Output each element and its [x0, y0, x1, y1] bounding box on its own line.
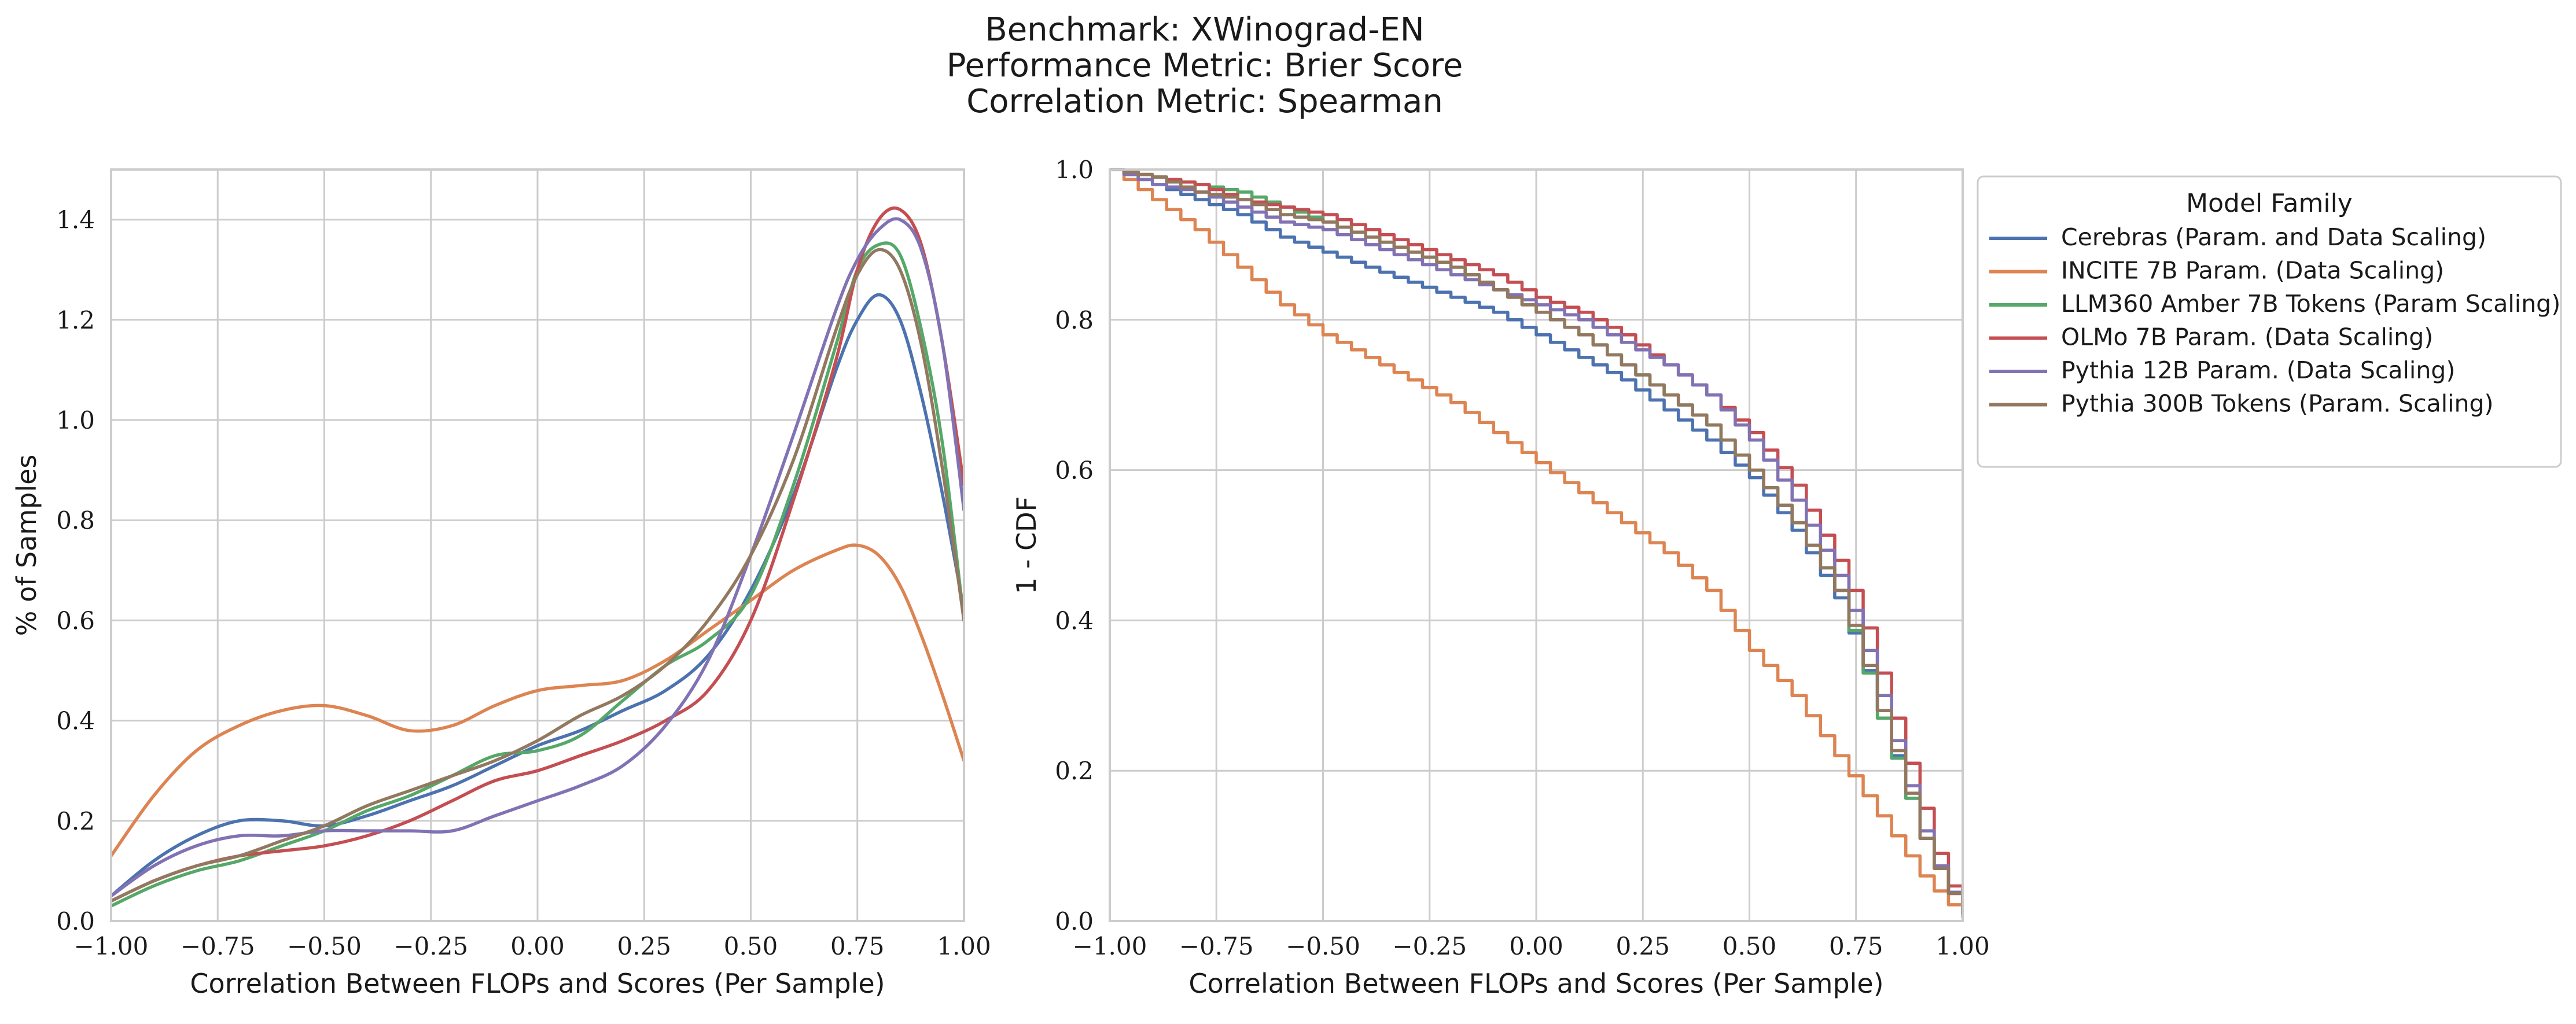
- survival-y-tick-label: 0.8: [1055, 306, 1094, 334]
- kde-x-tick-label: −1.00: [74, 932, 149, 960]
- kde-y-tick-label: 1.2: [56, 306, 95, 334]
- legend-entry-label: Pythia 12B Param. (Data Scaling): [2061, 356, 2455, 384]
- kde-x-tick-label: 0.50: [724, 932, 778, 960]
- survival-x-tick-label: 1.00: [1935, 932, 1990, 960]
- survival-x-tick-label: −0.75: [1179, 932, 1254, 960]
- kde-y-tick-label: 1.4: [56, 206, 95, 234]
- survival-y-tick-label: 1.0: [1055, 156, 1094, 184]
- kde-plot-frame: [110, 168, 965, 922]
- survival-plot: −1.00 −0.75 −0.50 −0.25 0.00 0.25 0.50 0.75 1.00…: [1011, 156, 1990, 999]
- legend-entry-label: Pythia 300B Tokens (Param. Scaling): [2061, 390, 2494, 418]
- kde-x-tick-label: 0.25: [617, 932, 671, 960]
- kde-plot: −1.00 −0.75 −0.50 −0.25 0.00 0.25 0.50 0.75 1.00…: [11, 168, 991, 999]
- survival-x-tick-label: −0.25: [1392, 932, 1467, 960]
- legend-entry-label: Cerebras (Param. and Data Scaling): [2061, 223, 2486, 251]
- kde-series-line: [111, 248, 964, 903]
- title-line-2: Performance Metric: Brier Score: [947, 47, 1463, 84]
- survival-x-tick-label: 0.50: [1723, 932, 1777, 960]
- legend-box: [1977, 175, 2562, 468]
- survival-x-axis-label: Correlation Between FLOPs and Scores (Pe…: [1188, 968, 1883, 999]
- survival-series-line: [1110, 168, 1963, 915]
- survival-x-tick-label: −0.50: [1286, 932, 1360, 960]
- kde-series-line: [111, 543, 964, 858]
- kde-x-tick-label: 1.00: [937, 932, 991, 960]
- kde-y-tick-label: 1.0: [56, 406, 95, 434]
- survival-x-tick-label: 0.75: [1829, 932, 1883, 960]
- kde-series-line: [111, 293, 964, 898]
- title-line-3: Correlation Metric: Spearman: [966, 83, 1443, 120]
- survival-y-tick-label: 0.0: [1055, 907, 1094, 935]
- kde-series-line: [111, 206, 964, 903]
- survival-x-tick-label: 0.00: [1509, 932, 1563, 960]
- kde-x-tick-label: −0.25: [393, 932, 468, 960]
- kde-x-tick-label: −0.50: [287, 932, 362, 960]
- survival-y-tick-label: 0.2: [1055, 757, 1094, 785]
- figure-title: Benchmark: XWinograd-EN Performance Metr…: [947, 11, 1463, 120]
- legend-entry-label: OLMo 7B Param. (Data Scaling): [2061, 323, 2433, 351]
- kde-y-axis-label: % of Samples: [11, 455, 42, 636]
- kde-y-tick-label: 0.0: [56, 907, 95, 935]
- kde-y-tick-label: 0.6: [56, 606, 95, 635]
- legend-title: Model Family: [2186, 189, 2353, 218]
- kde-y-tick-label: 0.4: [56, 707, 95, 735]
- kde-x-tick-label: 0.00: [510, 932, 565, 960]
- survival-y-tick-label: 0.6: [1055, 456, 1094, 485]
- kde-series-line: [111, 217, 964, 898]
- kde-x-tick-label: 0.75: [830, 932, 885, 960]
- legend-entry-label: LLM360 Amber 7B Tokens (Param Scaling): [2061, 290, 2560, 318]
- survival-series-line: [1110, 168, 1963, 915]
- survival-y-axis-label: 1 - CDF: [1011, 496, 1042, 594]
- title-line-1: Benchmark: XWinograd-EN: [985, 11, 1424, 49]
- kde-y-tick-label: 0.8: [56, 506, 95, 535]
- survival-y-tick-label: 0.4: [1055, 606, 1094, 635]
- survival-series-line: [1110, 168, 1963, 919]
- kde-y-tick-label: 0.2: [56, 807, 95, 835]
- survival-plot-frame: [1109, 168, 1964, 922]
- kde-x-tick-label: −0.75: [181, 932, 255, 960]
- legend: Model Family Cerebras (Param. and Data S…: [1977, 175, 2562, 468]
- survival-x-tick-label: 0.25: [1615, 932, 1670, 960]
- survival-x-tick-label: −1.00: [1073, 932, 1147, 960]
- kde-x-axis-label: Correlation Between FLOPs and Scores (Pe…: [190, 968, 885, 999]
- legend-entry-label: INCITE 7B Param. (Data Scaling): [2061, 257, 2444, 285]
